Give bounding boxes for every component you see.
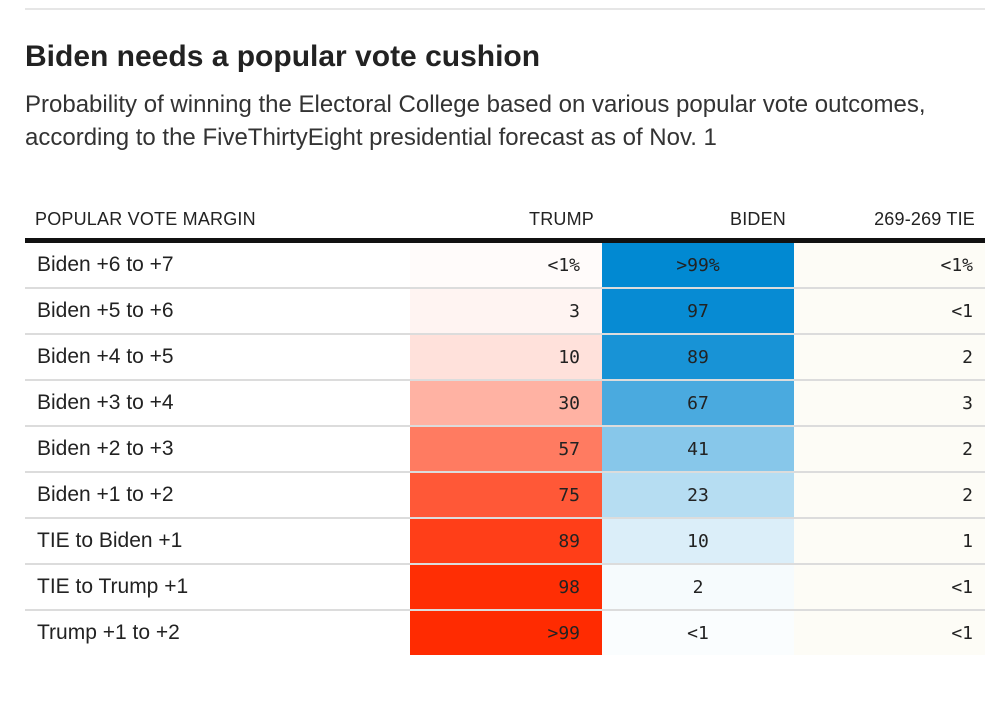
- biden-probability-cell: 2: [602, 564, 794, 611]
- biden-probability-cell: <1: [602, 610, 794, 655]
- tie-probability-cell: 2: [794, 426, 985, 473]
- probability-table: POPULAR VOTE MARGIN TRUMP BIDEN 269-269 …: [25, 200, 985, 655]
- trump-probability-cell: 3: [410, 288, 602, 335]
- header-row: POPULAR VOTE MARGIN TRUMP BIDEN 269-269 …: [25, 200, 985, 243]
- tie-probability-cell: <1: [794, 564, 985, 611]
- row-margin-label: Biden +6 to +7: [25, 240, 410, 289]
- biden-probability-cell: 89: [602, 334, 794, 381]
- biden-probability-cell: 23: [602, 472, 794, 519]
- forecast-table: POPULAR VOTE MARGIN TRUMP BIDEN 269-269 …: [25, 200, 985, 655]
- table-row: TIE to Biden +1 89 10 1: [25, 518, 985, 565]
- tie-probability-cell: 3: [794, 380, 985, 427]
- row-margin-label: Biden +3 to +4: [25, 380, 410, 427]
- trump-probability-cell: 57: [410, 426, 602, 473]
- biden-probability-cell: 10: [602, 518, 794, 565]
- table-row: Biden +1 to +2 75 23 2: [25, 472, 985, 519]
- trump-probability-cell: 98: [410, 564, 602, 611]
- row-margin-label: Biden +2 to +3: [25, 426, 410, 473]
- table-row: Biden +2 to +3 57 41 2: [25, 426, 985, 473]
- header-tie: 269-269 TIE: [794, 200, 985, 243]
- table-row: TIE to Trump +1 98 2 <1: [25, 564, 985, 611]
- biden-probability-cell: 97: [602, 288, 794, 335]
- table-row: Trump +1 to +2 >99 <1 <1: [25, 610, 985, 655]
- trump-probability-cell: 75: [410, 472, 602, 519]
- tie-probability-cell: <1: [794, 288, 985, 335]
- row-margin-label: Biden +1 to +2: [25, 472, 410, 519]
- trump-probability-cell: 89: [410, 518, 602, 565]
- row-margin-label: Biden +5 to +6: [25, 288, 410, 335]
- row-margin-label: TIE to Trump +1: [25, 564, 410, 611]
- table-row: Biden +5 to +6 3 97 <1: [25, 288, 985, 335]
- trump-probability-cell: 10: [410, 334, 602, 381]
- top-rule: [25, 8, 985, 10]
- row-margin-label: Trump +1 to +2: [37, 621, 180, 644]
- trump-probability-cell: <1%: [410, 240, 602, 289]
- row-margin-label: TIE to Biden +1: [25, 518, 410, 565]
- tie-probability-cell: <1%: [794, 240, 985, 289]
- header-trump: TRUMP: [410, 200, 602, 243]
- trump-probability-cell: 30: [410, 380, 602, 427]
- chart-title: Biden needs a popular vote cushion: [25, 40, 541, 73]
- row-margin-label: Biden +4 to +5: [25, 334, 410, 381]
- tie-probability-cell: <1: [794, 610, 985, 655]
- table-row: Biden +6 to +7 <1% >99% <1%: [25, 240, 985, 289]
- header-margin: POPULAR VOTE MARGIN: [25, 200, 410, 243]
- table-row: Biden +4 to +5 10 89 2: [25, 334, 985, 381]
- table-row: Biden +3 to +4 30 67 3: [25, 380, 985, 427]
- tie-probability-cell: 1: [794, 518, 985, 565]
- biden-probability-cell: >99%: [602, 240, 794, 289]
- header-biden: BIDEN: [602, 200, 794, 243]
- tie-probability-cell: 2: [794, 334, 985, 381]
- biden-probability-cell: 41: [602, 426, 794, 473]
- trump-probability-cell: >99: [410, 610, 602, 655]
- tie-probability-cell: 2: [794, 472, 985, 519]
- chart-subtitle: Probability of winning the Electoral Col…: [25, 91, 926, 151]
- biden-probability-cell: 67: [602, 380, 794, 427]
- table-body: Biden +6 to +7 <1% >99% <1% Biden +5 to +6 3 9…: [25, 240, 985, 655]
